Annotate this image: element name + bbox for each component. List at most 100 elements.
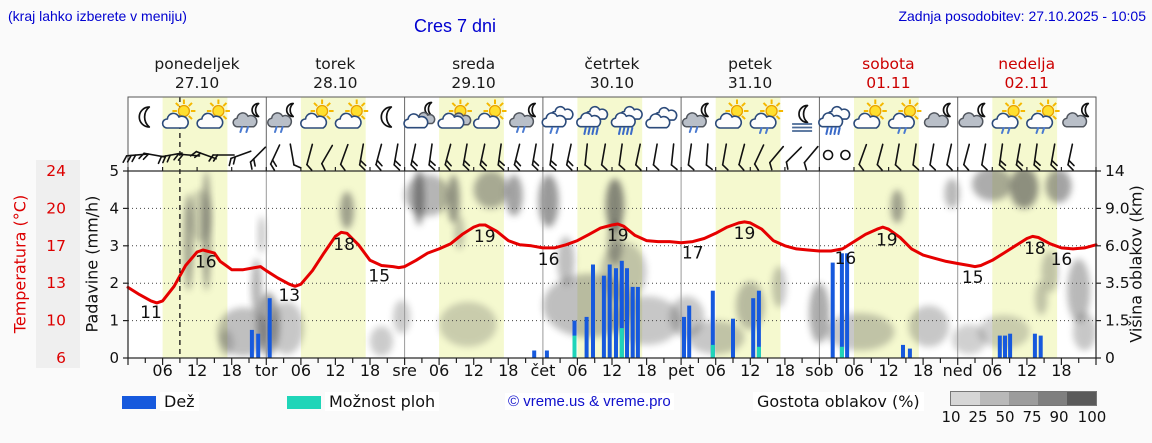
last-updated: Zadnja posodobitev: 27.10.2025 - 10:05 bbox=[898, 8, 1146, 24]
weather-icon bbox=[645, 106, 678, 129]
svg-text:18: 18 bbox=[333, 235, 355, 255]
svg-text:15: 15 bbox=[962, 268, 984, 288]
weather-icon bbox=[576, 105, 609, 135]
svg-text:10: 10 bbox=[46, 312, 66, 330]
credit-link[interactable]: © vreme.us & vreme.pro bbox=[505, 393, 674, 410]
svg-text:12: 12 bbox=[740, 361, 760, 380]
weather-icon bbox=[681, 102, 709, 133]
day-label: nedelja bbox=[998, 55, 1056, 73]
showers-legend-swatch bbox=[287, 396, 321, 409]
cloud-density-legend-label: Gostota oblakov (%) bbox=[753, 392, 924, 411]
day-label: sobota bbox=[862, 55, 915, 73]
svg-text:sob: sob bbox=[805, 361, 833, 380]
svg-text:16: 16 bbox=[195, 253, 217, 273]
weather-icon bbox=[923, 102, 951, 128]
day-date: 30.10 bbox=[589, 74, 635, 92]
day-date: 01.11 bbox=[866, 74, 911, 92]
weather-icon bbox=[714, 99, 749, 129]
svg-text:18: 18 bbox=[636, 361, 656, 380]
svg-text:19: 19 bbox=[734, 224, 756, 244]
day-label: ponedeljek bbox=[154, 55, 240, 73]
weather-icons bbox=[138, 99, 1090, 135]
weather-icon bbox=[196, 99, 230, 129]
weather-icon bbox=[1026, 99, 1060, 134]
svg-text:12: 12 bbox=[464, 361, 484, 380]
svg-text:06: 06 bbox=[844, 361, 864, 380]
svg-text:06: 06 bbox=[291, 361, 311, 380]
rain-legend-swatch bbox=[122, 396, 156, 409]
day-date: 31.10 bbox=[727, 74, 773, 92]
svg-text:06: 06 bbox=[429, 361, 449, 380]
day-date: 29.10 bbox=[451, 74, 496, 92]
svg-text:6.0: 6.0 bbox=[1105, 237, 1130, 255]
svg-text:0: 0 bbox=[109, 349, 119, 367]
showers-legend-label: Možnost ploh bbox=[325, 392, 440, 411]
svg-text:06: 06 bbox=[706, 361, 726, 380]
day-label: četrtek bbox=[584, 55, 640, 73]
day-label: petek bbox=[728, 55, 773, 73]
weather-icon bbox=[541, 105, 574, 134]
svg-text:ned: ned bbox=[943, 361, 973, 380]
precip-bars bbox=[249, 253, 1043, 358]
svg-text:17: 17 bbox=[682, 244, 704, 264]
wind-barbs bbox=[122, 143, 1075, 172]
day-date: 27.10 bbox=[174, 74, 220, 92]
temperature-line bbox=[126, 220, 1098, 305]
day-date: 02.11 bbox=[1004, 74, 1049, 92]
svg-text:16: 16 bbox=[1051, 250, 1073, 270]
cloud-tick-labels: 14 9.0 6.0 3.5 1.5 0 bbox=[1105, 162, 1130, 367]
svg-text:06: 06 bbox=[567, 361, 587, 380]
svg-text:12: 12 bbox=[1017, 361, 1037, 380]
cloud-density-scale-segment bbox=[1038, 392, 1067, 405]
weather-icon bbox=[472, 99, 507, 129]
menu-hint-text: (kraj lahko izberete v meniju) bbox=[8, 8, 187, 24]
weather-icon bbox=[138, 106, 151, 128]
cloud-density-scale-segment bbox=[1009, 392, 1038, 405]
svg-text:18: 18 bbox=[775, 361, 795, 380]
svg-text:18: 18 bbox=[1051, 361, 1071, 380]
day-date: 28.10 bbox=[313, 74, 358, 92]
svg-text:4: 4 bbox=[109, 199, 119, 217]
svg-text:5: 5 bbox=[109, 162, 119, 180]
svg-text:11: 11 bbox=[140, 303, 162, 323]
cloud-density-scale-number: 25 bbox=[968, 408, 988, 426]
svg-text:16: 16 bbox=[835, 249, 857, 269]
svg-text:18: 18 bbox=[1024, 239, 1046, 259]
svg-text:12: 12 bbox=[602, 361, 622, 380]
cloud-density-scale-number: 50 bbox=[995, 408, 1015, 426]
svg-text:19: 19 bbox=[474, 227, 496, 247]
svg-text:pet: pet bbox=[668, 361, 694, 380]
weather-icon bbox=[610, 105, 643, 135]
svg-text:15: 15 bbox=[368, 267, 390, 287]
svg-text:sre: sre bbox=[392, 361, 416, 380]
temp-tick-labels: 24 20 17 13 10 6 bbox=[46, 162, 66, 367]
rain-legend-label: Dež bbox=[160, 392, 199, 411]
svg-text:18: 18 bbox=[913, 361, 933, 380]
cloud-density-scale-number: 90 bbox=[1049, 408, 1069, 426]
weather-icon bbox=[887, 99, 922, 134]
cloud-density-scale-number: 75 bbox=[1022, 408, 1042, 426]
svg-text:6: 6 bbox=[56, 349, 66, 367]
cloud-density-scale-number: 100 bbox=[1077, 408, 1107, 426]
svg-text:3: 3 bbox=[109, 237, 119, 255]
svg-text:18: 18 bbox=[222, 361, 242, 380]
svg-text:18: 18 bbox=[360, 361, 380, 380]
svg-text:06: 06 bbox=[982, 361, 1002, 380]
svg-text:2: 2 bbox=[109, 274, 119, 292]
cloud-density-scale-segment bbox=[980, 392, 1009, 405]
weather-icon bbox=[818, 105, 851, 135]
weather-icon bbox=[300, 99, 334, 129]
weather-icon bbox=[161, 99, 196, 129]
svg-text:čet: čet bbox=[530, 361, 555, 380]
svg-text:17: 17 bbox=[46, 237, 66, 255]
svg-text:12: 12 bbox=[187, 361, 207, 380]
temperature-axis-strip bbox=[36, 160, 80, 368]
weather-icon bbox=[853, 99, 887, 129]
page-title: Cres 7 dni bbox=[413, 16, 497, 36]
weather-icon bbox=[958, 102, 986, 128]
weather-icon bbox=[1062, 102, 1090, 128]
cloud-density-scale bbox=[950, 391, 1097, 406]
svg-text:12: 12 bbox=[325, 361, 345, 380]
svg-text:24: 24 bbox=[46, 162, 66, 180]
